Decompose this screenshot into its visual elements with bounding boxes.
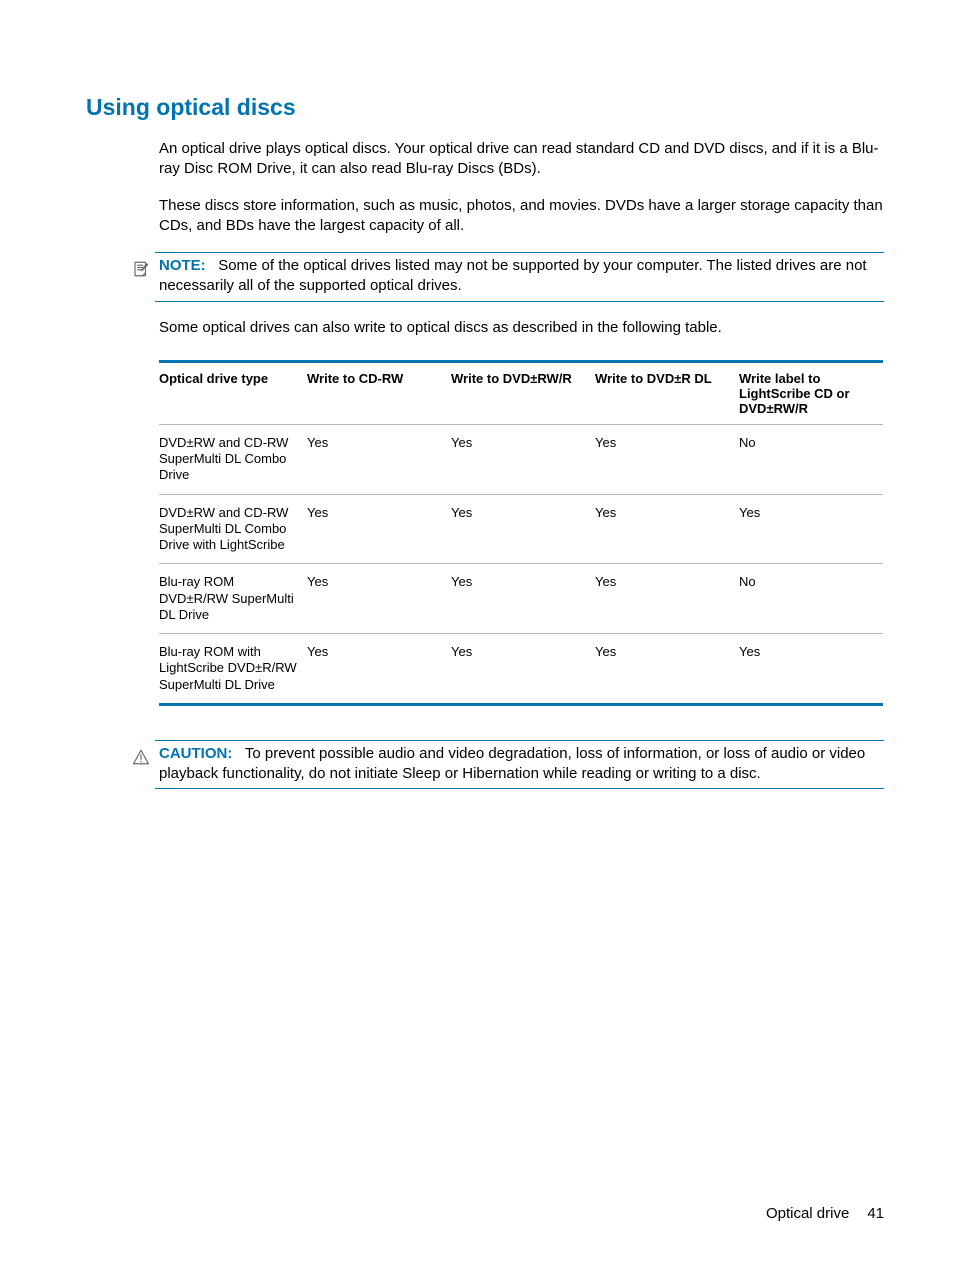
note-icon (127, 252, 155, 278)
cell-dvddl: Yes (595, 494, 739, 564)
table-row: DVD±RW and CD-RW SuperMulti DL Combo Dri… (159, 424, 883, 494)
note-label: NOTE: (159, 257, 206, 274)
cell-dvddl: Yes (595, 634, 739, 705)
page: Using optical discs An optical drive pla… (0, 0, 954, 1270)
body-block-2: Some optical drives can also write to op… (159, 318, 884, 338)
body-block: An optical drive plays optical discs. Yo… (159, 139, 884, 236)
cell-cdrw: Yes (307, 494, 451, 564)
col-header-type: Optical drive type (159, 361, 307, 424)
cell-dvdrw: Yes (451, 494, 595, 564)
cell-type: DVD±RW and CD-RW SuperMulti DL Combo Dri… (159, 494, 307, 564)
cell-dvddl: Yes (595, 564, 739, 634)
cell-cdrw: Yes (307, 564, 451, 634)
footer-page-number: 41 (867, 1205, 884, 1222)
optical-drive-table: Optical drive type Write to CD-RW Write … (159, 360, 883, 706)
col-header-label: Write label to LightScribe CD or DVD±RW/… (739, 361, 883, 424)
footer-section: Optical drive (766, 1205, 849, 1222)
note-body: NOTE: Some of the optical drives listed … (155, 252, 884, 302)
cell-dvddl: Yes (595, 424, 739, 494)
cell-cdrw: Yes (307, 424, 451, 494)
paragraph-3: Some optical drives can also write to op… (159, 318, 884, 338)
col-header-cdrw: Write to CD-RW (307, 361, 451, 424)
cell-type: Blu-ray ROM with LightScribe DVD±R/RW Su… (159, 634, 307, 705)
table-row: DVD±RW and CD-RW SuperMulti DL Combo Dri… (159, 494, 883, 564)
cell-label: No (739, 564, 883, 634)
caution-text: To prevent possible audio and video degr… (159, 745, 865, 782)
table-header-row: Optical drive type Write to CD-RW Write … (159, 361, 883, 424)
section-title: Using optical discs (86, 94, 884, 121)
optical-drive-table-wrap: Optical drive type Write to CD-RW Write … (159, 360, 884, 706)
note-text: Some of the optical drives listed may no… (159, 257, 867, 294)
table-row: Blu-ray ROM with LightScribe DVD±R/RW Su… (159, 634, 883, 705)
page-footer: Optical drive 41 (766, 1205, 884, 1222)
caution-callout: CAUTION: To prevent possible audio and v… (127, 740, 884, 790)
caution-icon (127, 740, 155, 766)
caution-body: CAUTION: To prevent possible audio and v… (155, 740, 884, 790)
spacer (86, 706, 884, 740)
caution-label: CAUTION: (159, 745, 232, 762)
cell-type: DVD±RW and CD-RW SuperMulti DL Combo Dri… (159, 424, 307, 494)
col-header-dvdrw: Write to DVD±RW/R (451, 361, 595, 424)
table-row: Blu-ray ROM DVD±R/RW SuperMulti DL Drive… (159, 564, 883, 634)
cell-label: Yes (739, 494, 883, 564)
cell-dvdrw: Yes (451, 634, 595, 705)
cell-dvdrw: Yes (451, 424, 595, 494)
paragraph-1: An optical drive plays optical discs. Yo… (159, 139, 884, 180)
cell-label: Yes (739, 634, 883, 705)
paragraph-2: These discs store information, such as m… (159, 196, 884, 237)
note-callout: NOTE: Some of the optical drives listed … (127, 252, 884, 302)
col-header-dvddl: Write to DVD±R DL (595, 361, 739, 424)
cell-dvdrw: Yes (451, 564, 595, 634)
cell-cdrw: Yes (307, 634, 451, 705)
cell-type: Blu-ray ROM DVD±R/RW SuperMulti DL Drive (159, 564, 307, 634)
cell-label: No (739, 424, 883, 494)
